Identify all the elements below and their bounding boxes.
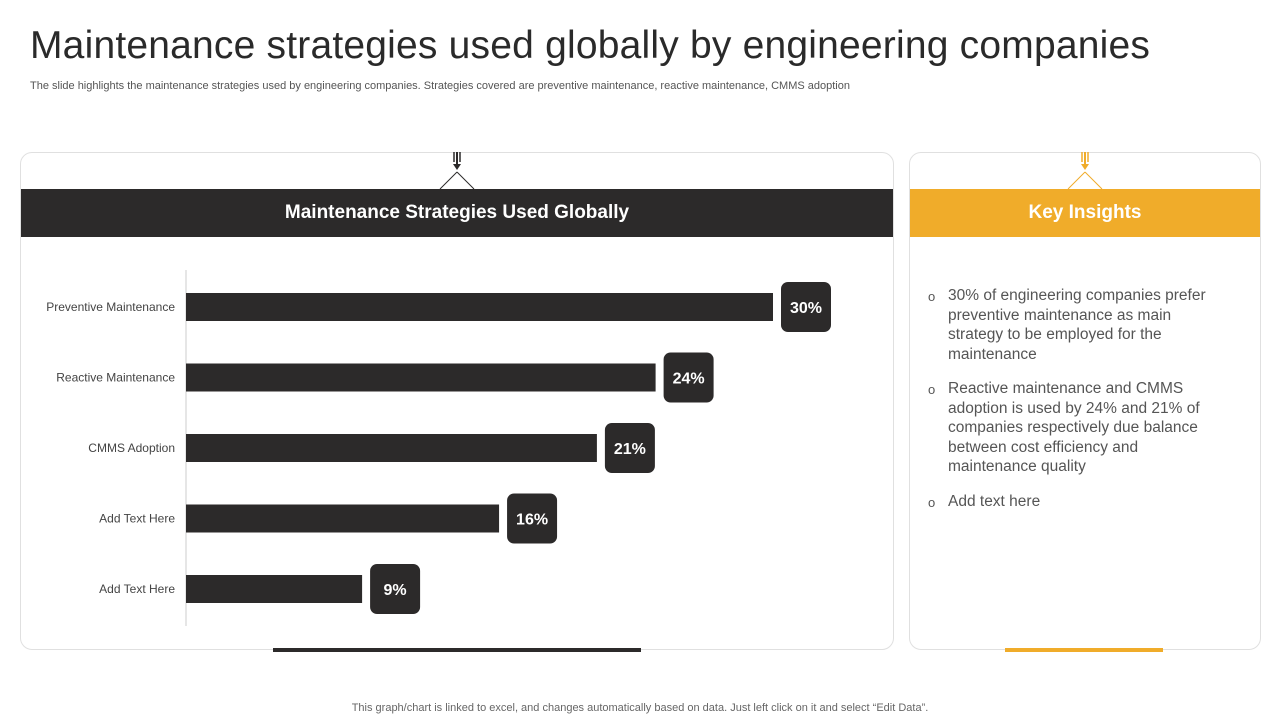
data-label-box [781, 282, 831, 332]
footnote: This graph/chart is linked to excel, and… [351, 702, 929, 714]
insights-panel-accent-strip [1005, 648, 1163, 652]
page-title: Maintenance strategies used globally by … [30, 24, 1151, 67]
hanger-hook-icon [439, 152, 475, 190]
insight-text: 30% of engineering companies prefer prev… [948, 287, 1206, 363]
bullet-circle-icon: o [928, 289, 936, 304]
bar[interactable] [186, 434, 597, 462]
data-label: 16% [516, 512, 548, 529]
data-label: 24% [673, 371, 705, 388]
data-label-box [507, 493, 558, 544]
insight-text: Reactive maintenance and CMMS adoption i… [948, 380, 1200, 475]
bullet-circle-icon: o [928, 382, 936, 397]
data-label: 9% [384, 582, 407, 599]
category-label: CMMS Adoption [88, 441, 175, 455]
category-label: Add Text Here [99, 582, 175, 596]
page-subtitle: The slide highlights the maintenance str… [30, 80, 850, 92]
hanger-hook-icon [1067, 152, 1103, 190]
bar[interactable] [186, 504, 500, 533]
bar[interactable] [186, 575, 363, 603]
data-label-box [663, 352, 714, 403]
insight-item: o 30% of engineering companies prefer pr… [928, 286, 1228, 364]
data-label: 21% [614, 441, 646, 458]
insights-list: o 30% of engineering companies prefer pr… [928, 286, 1228, 527]
insight-text: Add text here [948, 492, 1041, 510]
data-label-box [370, 564, 421, 614]
insights-panel-header: Key Insights [910, 189, 1260, 237]
chart-panel-header: Maintenance Strategies Used Globally [21, 189, 893, 237]
chart-panel-accent-strip [273, 648, 641, 652]
insight-item: o Add text here [928, 492, 1228, 513]
data-label-box [604, 423, 655, 473]
category-label: Reactive Maintenance [56, 371, 175, 385]
bar[interactable] [186, 363, 656, 392]
data-label: 30% [790, 300, 822, 317]
bar-chart[interactable]: Preventive Maintenance 30% Reactive Mainte… [20, 260, 880, 640]
bar[interactable] [186, 293, 773, 321]
category-label: Add Text Here [99, 512, 175, 526]
category-label: Preventive Maintenance [46, 300, 175, 314]
bullet-circle-icon: o [928, 494, 936, 510]
insight-item: o Reactive maintenance and CMMS adoption… [928, 379, 1228, 477]
